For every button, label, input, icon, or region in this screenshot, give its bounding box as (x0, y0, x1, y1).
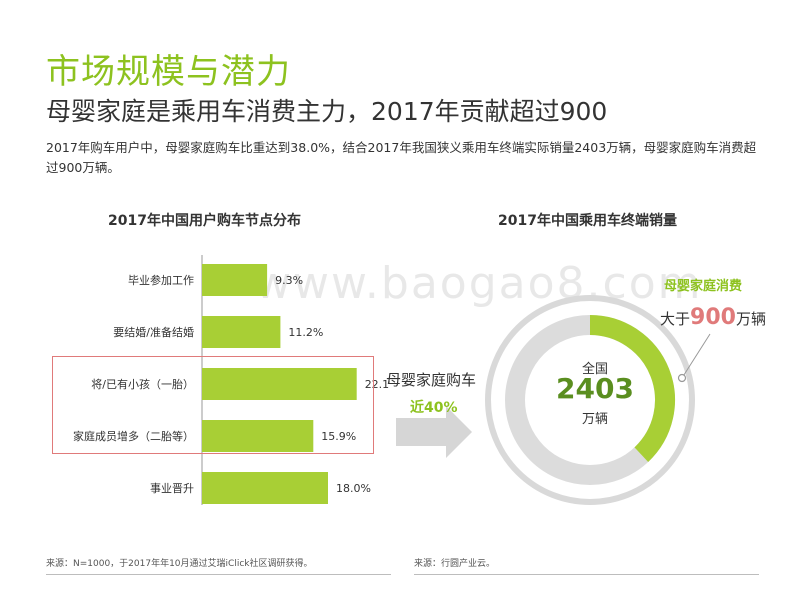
callout-line (677, 333, 711, 383)
value-label: 11.2% (288, 326, 323, 339)
highlight-box (52, 356, 374, 454)
bar (202, 264, 268, 296)
page-title: 市场规模与潜力 (46, 52, 291, 92)
value-label: 15.9% (321, 430, 356, 443)
page-subtitle: 母婴家庭是乘用车消费主力，2017年贡献超过900 (46, 97, 608, 126)
source-note-left: 来源：N=1000，于2017年年10月通过艾瑞iClick社区调研获得。 (46, 559, 313, 569)
bar-chart: 毕业参加工作 9.3% 要结婚/准备结婚 11.2% 将/已有小孩（一胎） 22.1% 家庭… (73, 255, 390, 505)
bar (202, 420, 314, 452)
arrow-label: 母婴家庭购车 (386, 371, 477, 389)
bar (202, 472, 328, 504)
category-label: 将/已有小孩（一胎） (91, 377, 194, 391)
bar (202, 368, 357, 400)
footer-divider-left (46, 574, 391, 575)
category-label: 要结婚/准备结婚 (113, 325, 194, 339)
callout-label: 母婴家庭消费 (664, 279, 743, 294)
donut-slice-maternal (589, 315, 675, 462)
donut-chart-title: 2017年中国乘用车终端销量 (498, 213, 677, 229)
donut-outer-ring (485, 295, 695, 505)
category-label: 家庭成员增多（二胎等） (73, 429, 194, 443)
description-text: 2017年购车用户中，母婴家庭购车比重达到38.0%，结合2017年我国狭义乘用… (46, 140, 757, 175)
callout-prefix: 大于 (660, 310, 691, 328)
value-label: 9.3% (275, 274, 303, 287)
ring-top-label: 全国 (581, 362, 608, 377)
watermark: www.baogao8.com (255, 258, 703, 309)
arrow-percent: 近40% (410, 400, 458, 416)
bar-chart-title: 2017年中国用户购车节点分布 (108, 213, 301, 229)
ring-bottom-label: 万辆 (581, 412, 608, 427)
footer-divider-right (414, 574, 759, 575)
donut-chart (485, 295, 695, 505)
ring-value: 2403 (556, 372, 634, 405)
category-label: 事业晋升 (150, 482, 194, 495)
callout-number: 900 (690, 305, 736, 330)
value-label: 22.1% (365, 378, 390, 391)
value-label: 18.0% (336, 482, 371, 495)
category-label: 毕业参加工作 (128, 273, 194, 287)
source-note-right: 来源：行圆产业云。 (414, 559, 496, 569)
callout-suffix: 万辆 (735, 310, 766, 328)
callout-value: 大于900万辆 (660, 305, 766, 330)
bar (202, 316, 281, 348)
arrow-right-icon (396, 406, 472, 458)
